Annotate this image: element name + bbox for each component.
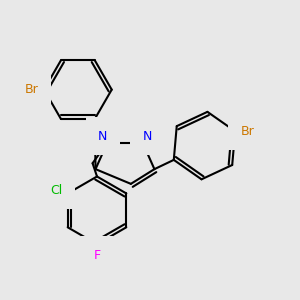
Text: Br: Br — [25, 83, 38, 96]
Text: N: N — [142, 130, 152, 143]
Text: Cl: Cl — [50, 184, 63, 197]
Text: F: F — [93, 249, 100, 262]
Text: Br: Br — [241, 125, 254, 138]
Text: N: N — [98, 130, 108, 143]
